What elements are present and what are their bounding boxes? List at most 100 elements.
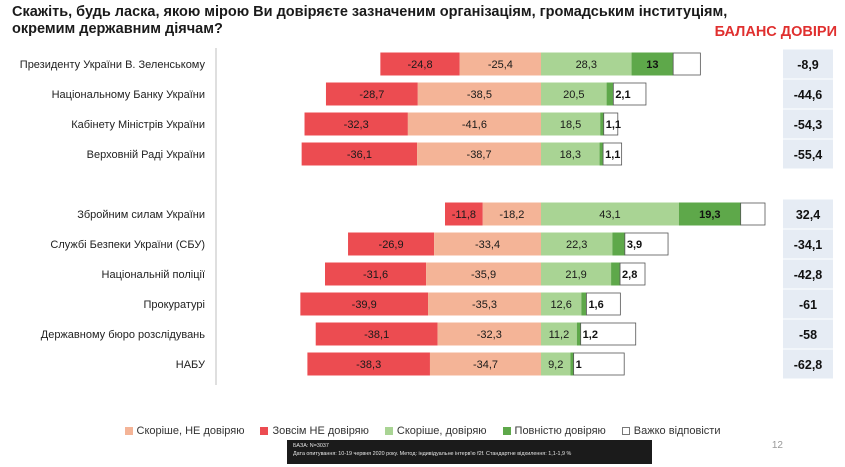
legend-swatch — [621, 427, 630, 435]
legend-swatch — [124, 427, 133, 435]
data-label-fully-distrust: -24,8 — [408, 59, 433, 71]
balance-cell-bg — [783, 109, 833, 139]
bar-fully-trust — [612, 232, 625, 256]
chart-row: Кабінету Міністрів України -32,3 -41,6 18,5… — [71, 112, 621, 136]
bar-fully-trust — [631, 52, 674, 76]
data-label-somewhat-distrust: -32,3 — [477, 329, 502, 341]
data-label-somewhat-distrust: -35,9 — [471, 269, 496, 281]
legend-swatch — [502, 427, 511, 435]
chart-row: Збройним силам України -11,8 -18,2 43,1 19,3 — [77, 202, 766, 226]
data-label-somewhat-trust: 43,1 — [599, 209, 620, 221]
data-label-somewhat-trust: 22,3 — [566, 239, 587, 251]
category-label: Державному бюро розслідувань — [41, 329, 206, 341]
bar-somewhat-trust — [541, 232, 613, 256]
data-label-somewhat-trust: 18,5 — [560, 119, 581, 131]
bar-hard-to-say — [573, 352, 625, 376]
balance-cell-bg — [783, 289, 833, 319]
bar-somewhat-trust — [541, 202, 679, 226]
bar-somewhat-distrust — [426, 262, 541, 286]
bar-hard-to-say — [602, 142, 623, 166]
bar-hard-to-say — [612, 82, 647, 106]
data-label-fully-distrust: -39,9 — [352, 299, 377, 311]
data-label-fully-distrust: -38,3 — [356, 359, 381, 371]
bar-somewhat-distrust — [482, 202, 541, 226]
legend-item-fully-distrust: Зовсім НЕ довіряю — [260, 425, 369, 437]
legend-item-somewhat-distrust: Скоріше, НЕ довіряю — [124, 425, 244, 437]
bar-somewhat-distrust — [429, 352, 541, 376]
legend: Скоріше, НЕ довіряю Зовсім НЕ довіряю Ск… — [0, 425, 845, 437]
bar-fully-trust — [599, 142, 604, 166]
bar-fully-distrust — [325, 262, 427, 286]
category-label: Верховній Раді України — [87, 149, 205, 161]
data-label-fully-trust: 1,1 — [605, 149, 620, 161]
footer-method: Дата опитування: 10-19 червня 2020 року.… — [293, 450, 572, 457]
balance-value: -42,8 — [794, 268, 823, 282]
category-label: Національній поліції — [102, 269, 205, 281]
chart-row: Службі Безпеки України (СБУ) -26,9 -33,4 22… — [50, 232, 669, 256]
bar-somewhat-distrust — [437, 322, 541, 346]
data-label-fully-distrust: -36,1 — [347, 149, 372, 161]
bar-somewhat-trust — [541, 142, 600, 166]
data-label-somewhat-distrust: -18,2 — [499, 209, 524, 221]
bar-somewhat-distrust — [434, 232, 541, 256]
balance-cell: -62,8 — [783, 349, 833, 379]
bar-fully-trust — [570, 352, 574, 376]
bar-fully-distrust — [325, 82, 418, 106]
balance-value: -55,4 — [794, 148, 823, 162]
category-label: Прокуратурі — [143, 299, 205, 311]
bar-somewhat-trust — [541, 112, 601, 136]
page-number: 12 — [771, 440, 783, 451]
balance-cell: -44,6 — [783, 79, 833, 109]
legend-label: Важко відповісти — [633, 425, 721, 437]
data-label-fully-distrust: -38,1 — [364, 329, 389, 341]
data-label-fully-distrust: -32,3 — [344, 119, 369, 131]
category-label: Президенту України В. Зеленському — [20, 59, 206, 71]
data-label-somewhat-trust: 18,3 — [560, 149, 581, 161]
bar-fully-trust — [678, 202, 741, 226]
bar-fully-distrust — [380, 52, 460, 76]
data-label-somewhat-distrust: -25,4 — [488, 59, 513, 71]
data-label-fully-trust: 19,3 — [699, 209, 720, 221]
bar-hard-to-say — [619, 262, 646, 286]
data-label-somewhat-distrust: -38,5 — [467, 89, 492, 101]
bar-fully-trust — [606, 82, 614, 106]
data-label-fully-distrust: -31,6 — [363, 269, 388, 281]
bar-somewhat-distrust — [428, 292, 541, 316]
bar-fully-trust — [600, 112, 604, 136]
data-label-somewhat-distrust: -33,4 — [475, 239, 500, 251]
data-label-fully-trust: 13 — [646, 59, 658, 71]
legend-label: Повністю довіряю — [514, 425, 606, 437]
balance-value: -58 — [799, 328, 817, 342]
balance-cell-bg — [783, 79, 833, 109]
footer-info: БАЗА: N=3037 Дата опитування: 10-19 черв… — [287, 440, 652, 464]
data-label-fully-trust: 1,6 — [588, 299, 603, 311]
bar-fully-distrust — [300, 292, 429, 316]
bar-somewhat-trust — [541, 352, 571, 376]
data-label-somewhat-trust: 28,3 — [576, 59, 597, 71]
data-label-fully-trust: 1,1 — [606, 119, 621, 131]
legend-swatch — [260, 427, 269, 435]
legend-item-somewhat-trust: Скоріше, довіряю — [384, 425, 487, 437]
legend-item-fully-trust: Повністю довіряю — [502, 425, 606, 437]
data-label-fully-trust: 2,8 — [622, 269, 637, 281]
legend-label: Скоріше, довіряю — [396, 425, 487, 437]
balance-cell-bg — [783, 49, 833, 79]
bar-fully-trust — [611, 262, 621, 286]
bar-somewhat-trust — [541, 262, 612, 286]
balance-value: -54,3 — [794, 118, 823, 132]
bar-hard-to-say — [672, 52, 701, 76]
bar-somewhat-distrust — [459, 52, 541, 76]
bar-fully-trust — [576, 322, 581, 346]
bar-hard-to-say — [586, 292, 621, 316]
chart-row: Президенту України В. Зеленському -24,8 -2… — [20, 52, 701, 76]
data-label-somewhat-trust: 21,9 — [565, 269, 586, 281]
category-label: НАБУ — [176, 359, 206, 371]
balance-cell: -54,3 — [783, 109, 833, 139]
balance-cell: -61 — [783, 289, 833, 319]
bar-hard-to-say — [603, 112, 619, 136]
legend-item-hard-to-say: Важко відповісти — [621, 425, 721, 437]
balance-cell: -8,9 — [783, 49, 833, 79]
chart-row: Національному Банку України -28,7 -38,5 20,… — [52, 82, 647, 106]
chart-row: Верховній Раді України -36,1 -38,7 18,3 1,1 — [87, 142, 623, 166]
bar-hard-to-say — [740, 202, 766, 226]
